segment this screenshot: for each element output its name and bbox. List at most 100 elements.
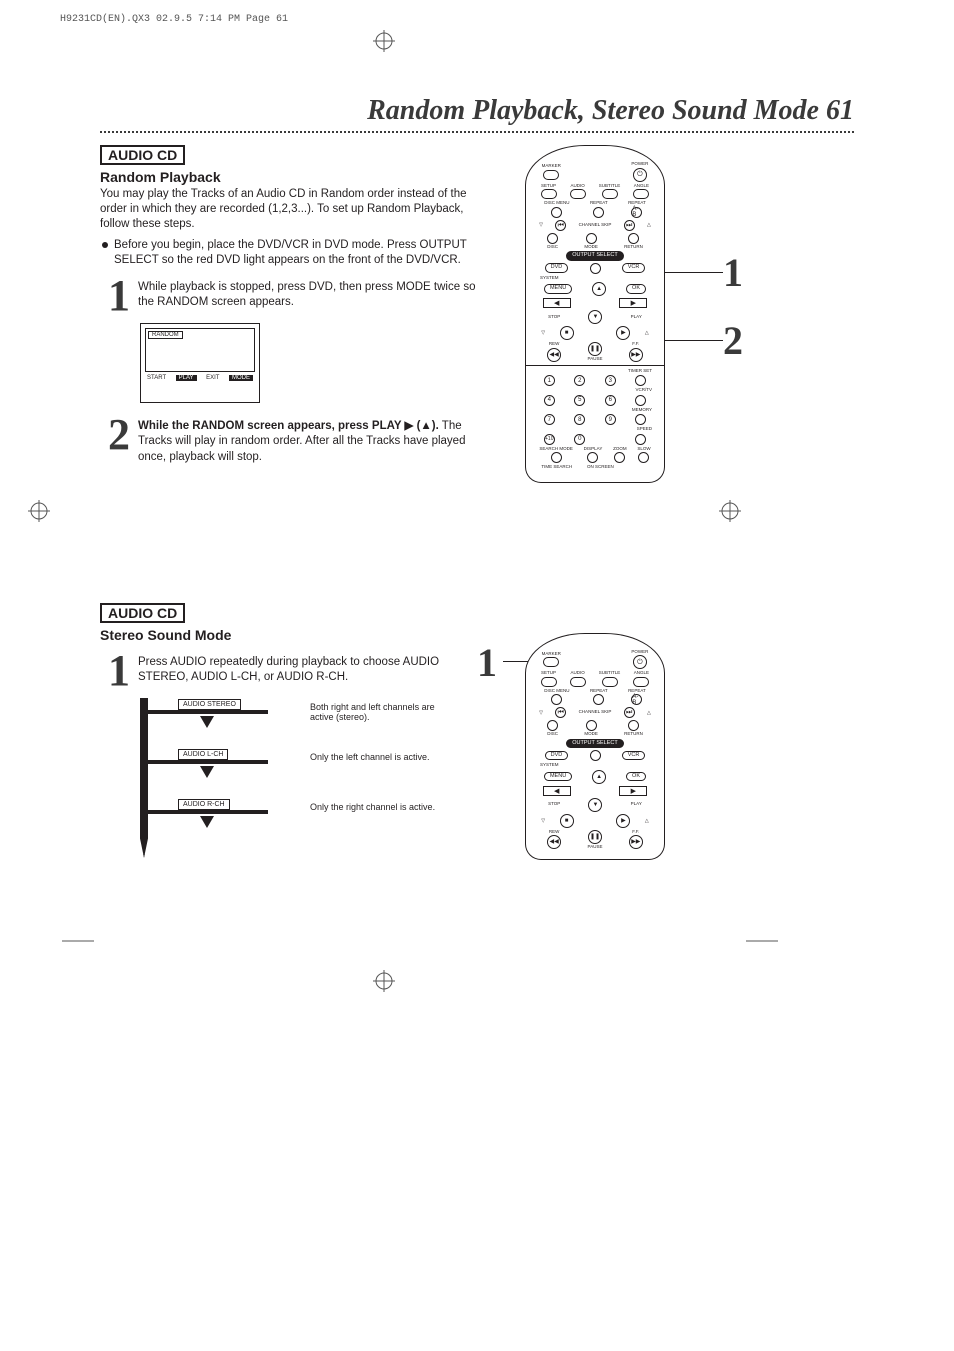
- lbl-return: RETURN: [624, 245, 643, 250]
- reg-mark-top: [373, 30, 395, 57]
- stereo-step-1: 1 Press AUDIO repeatedly during playback…: [100, 653, 480, 688]
- lbl-discmenu-2: DISC MENU: [544, 689, 569, 694]
- section-box-2: AUDIO CD: [100, 603, 185, 623]
- lbl-repeat: REPEAT: [590, 201, 608, 206]
- random-screen-panel: RANDOM START PLAY EXIT MODE: [140, 323, 260, 403]
- btn-menu-2: MENU: [544, 772, 572, 782]
- btn-rew: ◀◀: [547, 348, 561, 362]
- btn-outsel: [590, 263, 601, 274]
- footer-exit: EXIT: [206, 375, 219, 381]
- btn-skipfwd-2: ⏭: [624, 707, 635, 718]
- lbl-subtitle: SUBTITLE: [599, 184, 621, 189]
- btn-dvd: DVD: [545, 263, 569, 273]
- lbl-power-2: POWER: [631, 650, 648, 655]
- desc-lch: Only the left channel is active.: [310, 752, 460, 763]
- btn-right-2: ▶: [619, 786, 647, 796]
- btn-timerset: [635, 375, 646, 386]
- btn-up: ▲: [592, 282, 606, 296]
- lbl-zoom: ZOOM: [613, 447, 627, 452]
- stereo-flow: AUDIO STEREO Both right and left channel…: [140, 698, 450, 868]
- lbl-timesearch: TIME SEARCH: [541, 465, 572, 470]
- random-panel-footer: START PLAY EXIT MODE: [145, 372, 255, 381]
- btn-ff: ▶▶: [629, 348, 643, 362]
- random-bullet: Before you begin, place the DVD/VCR in D…: [100, 238, 470, 268]
- btn-discmenu: [551, 207, 562, 218]
- btn-power-2: ⏻: [633, 655, 647, 669]
- random-panel-title: RANDOM: [148, 331, 183, 339]
- step-2-bold-b: (▲).: [413, 420, 438, 432]
- lbl-marker: MARKER: [542, 164, 561, 169]
- section-random: AUDIO CD Random Playback You may play th…: [100, 145, 854, 483]
- desc-rch: Only the right channel is active.: [310, 802, 460, 813]
- page-header-note: H9231CD(EN).QX3 02.9.5 7:14 PM Page 61: [60, 14, 288, 25]
- footer-start: START: [147, 375, 166, 381]
- arrow-3: [200, 816, 214, 828]
- btn-left-2: ◀: [543, 786, 571, 796]
- reg-mark-bottom: [373, 970, 395, 997]
- lbl-marker-2: MARKER: [542, 652, 561, 657]
- section-stereo-right: 1 MARKER POWER⏻ SETUP AUDIO SUBTITLE ANG…: [485, 603, 854, 868]
- btn-angle: [633, 189, 649, 199]
- bullet-icon: [102, 242, 108, 248]
- lbl-discmenu: DISC MENU: [544, 201, 569, 206]
- arrow-1: [200, 716, 214, 728]
- btn-left: ◀: [543, 298, 571, 308]
- btn-skipback-2: ⏮: [555, 707, 566, 718]
- lbl-speed: SPEED: [534, 427, 656, 432]
- lbl-angle: ANGLE: [634, 184, 649, 189]
- lbl-angle-2: ANGLE: [634, 671, 649, 676]
- callout-2: 2: [723, 317, 743, 364]
- lbl-stop-2: STOP: [548, 802, 560, 807]
- desc-stereo: Both right and left channels are active …: [310, 702, 460, 724]
- btn-outsel-2: [590, 750, 601, 761]
- btn-repeat: [593, 207, 604, 218]
- stereo-subhead: Stereo Sound Mode: [100, 627, 485, 643]
- callout-line-2: [665, 340, 723, 341]
- section-stereo-left: AUDIO CD Stereo Sound Mode 1 Press AUDIO…: [100, 603, 485, 868]
- btn-rew-2: ◀◀: [547, 835, 561, 849]
- lbl-searchmode: SEARCH MODE: [539, 447, 573, 452]
- lbl-rew: REW: [549, 342, 560, 347]
- page-title: Random Playback, Stereo Sound Mode 61: [100, 95, 854, 127]
- lbl-setup-2: SETUP: [541, 671, 556, 676]
- btn-memory: [635, 414, 646, 425]
- lbl-rew-2: REW: [549, 830, 560, 835]
- btn-angle-2: [633, 677, 649, 687]
- lbl-play-2: PLAY: [631, 802, 642, 807]
- lbl-audio-2: AUDIO: [571, 671, 585, 676]
- btn-d9: 9: [605, 414, 616, 425]
- btn-vcrtv: [635, 395, 646, 406]
- lbl-subtitle-2: SUBTITLE: [599, 671, 621, 676]
- btn-ok: OK: [626, 284, 646, 294]
- btn-repeat-ab-2: A-B: [631, 694, 642, 705]
- btn-slow: [638, 452, 649, 463]
- random-panel-body: RANDOM: [145, 328, 255, 372]
- lbl-slow: SLOW: [637, 447, 650, 452]
- lbl-mode-2: MODE: [584, 732, 598, 737]
- footer-mode: MODE: [229, 375, 253, 381]
- btn-d0: 0: [574, 434, 585, 445]
- lbl-system-2: SYSTEM: [534, 763, 656, 768]
- remote-full: MARKER POWER⏻ SETUP AUDIO SUBTITLE ANGLE…: [525, 145, 665, 483]
- lbl-mode: MODE: [584, 245, 598, 250]
- dotted-rule: [100, 131, 854, 133]
- step-1-num: 1: [100, 278, 138, 313]
- btn-subtitle: [602, 189, 618, 199]
- stereo-step-1-text: Press AUDIO repeatedly during playback t…: [138, 653, 480, 686]
- btn-repeat-ab: A-B: [631, 207, 642, 218]
- arrow-2: [200, 766, 214, 778]
- btn-d1: 1: [544, 375, 555, 386]
- btn-d5: 5: [574, 395, 585, 406]
- lbl-onscreen: ON SCREEN: [587, 465, 614, 470]
- btn-d3: 3: [605, 375, 616, 386]
- lbl-pause-2: PAUSE: [588, 845, 603, 850]
- lbl-channel-skip: CHANNEL SKIP: [579, 223, 612, 228]
- btn-skipfwd: ⏭: [624, 220, 635, 231]
- btn-setup: [541, 189, 557, 199]
- step-1: 1 While playback is stopped, press DVD, …: [100, 278, 480, 313]
- btn-d10: +10: [544, 434, 555, 445]
- btn-display: [587, 452, 598, 463]
- lbl-memory: MEMORY: [534, 408, 656, 413]
- lbl-timerset: TIMER SET: [534, 369, 656, 374]
- callout-1: 1: [723, 249, 743, 296]
